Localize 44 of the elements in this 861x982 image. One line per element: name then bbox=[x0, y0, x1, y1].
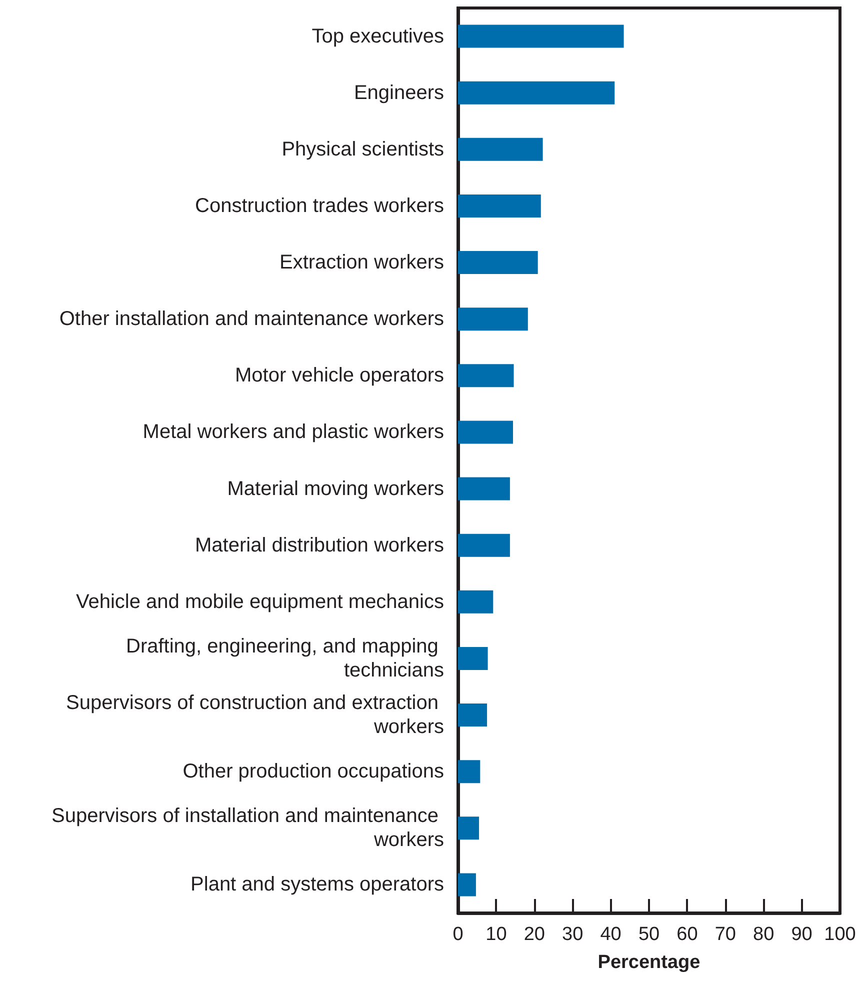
x-tick-label: 0 bbox=[452, 924, 464, 945]
bar bbox=[458, 590, 494, 614]
y-tick-label: Physical scientists bbox=[282, 138, 444, 160]
y-tick-label: Drafting, engineering, and mapping technicians bbox=[126, 635, 444, 682]
bar bbox=[458, 251, 538, 274]
bar bbox=[458, 477, 510, 500]
y-tick-label: Material moving workers bbox=[227, 478, 444, 500]
x-tick-label: 70 bbox=[714, 924, 736, 945]
y-tick-label: Supervisors of installation and maintenance workers bbox=[52, 805, 444, 852]
bar bbox=[458, 138, 543, 161]
bar bbox=[458, 760, 480, 784]
bar bbox=[458, 534, 510, 557]
y-tick-label: Extraction workers bbox=[280, 252, 444, 274]
y-tick-label: Supervisors of construction and extraction workers bbox=[66, 692, 444, 738]
x-tick-label: 50 bbox=[638, 924, 660, 945]
x-tick-label: 40 bbox=[600, 924, 622, 945]
x-tick-label: 90 bbox=[791, 924, 812, 945]
bar bbox=[458, 646, 488, 670]
y-tick-label: Vehicle and mobile equipment mechanics bbox=[76, 590, 444, 613]
bar bbox=[458, 24, 624, 48]
x-tick-label: 30 bbox=[562, 924, 584, 945]
x-tick-label: 60 bbox=[676, 924, 698, 945]
bar bbox=[458, 81, 615, 104]
y-tick-label: Motor vehicle operators bbox=[235, 364, 444, 387]
x-tick-label: 10 bbox=[486, 924, 507, 945]
y-tick-label: Engineers bbox=[354, 82, 444, 104]
x-tick-label: 20 bbox=[524, 924, 545, 945]
bar bbox=[458, 873, 476, 896]
y-tick-label: Top executives bbox=[312, 25, 444, 48]
x-tick-label: 80 bbox=[753, 924, 774, 945]
bar bbox=[458, 420, 514, 444]
bar bbox=[458, 308, 528, 331]
bar bbox=[458, 364, 514, 388]
bar bbox=[458, 816, 480, 840]
y-tick-label: Construction trades workers bbox=[195, 194, 444, 217]
bar bbox=[458, 704, 488, 727]
y-tick-label: Other installation and maintenance workers bbox=[59, 308, 444, 330]
y-tick-label: Plant and systems operators bbox=[190, 874, 444, 896]
bar bbox=[458, 194, 541, 218]
x-tick-label: 100 bbox=[824, 924, 856, 945]
y-tick-label: Material distribution workers bbox=[195, 534, 444, 556]
x-axis-title: Percentage bbox=[598, 952, 700, 973]
y-tick-label: Metal workers and plastic workers bbox=[142, 421, 444, 444]
y-tick-label: Other production occupations bbox=[182, 760, 444, 783]
